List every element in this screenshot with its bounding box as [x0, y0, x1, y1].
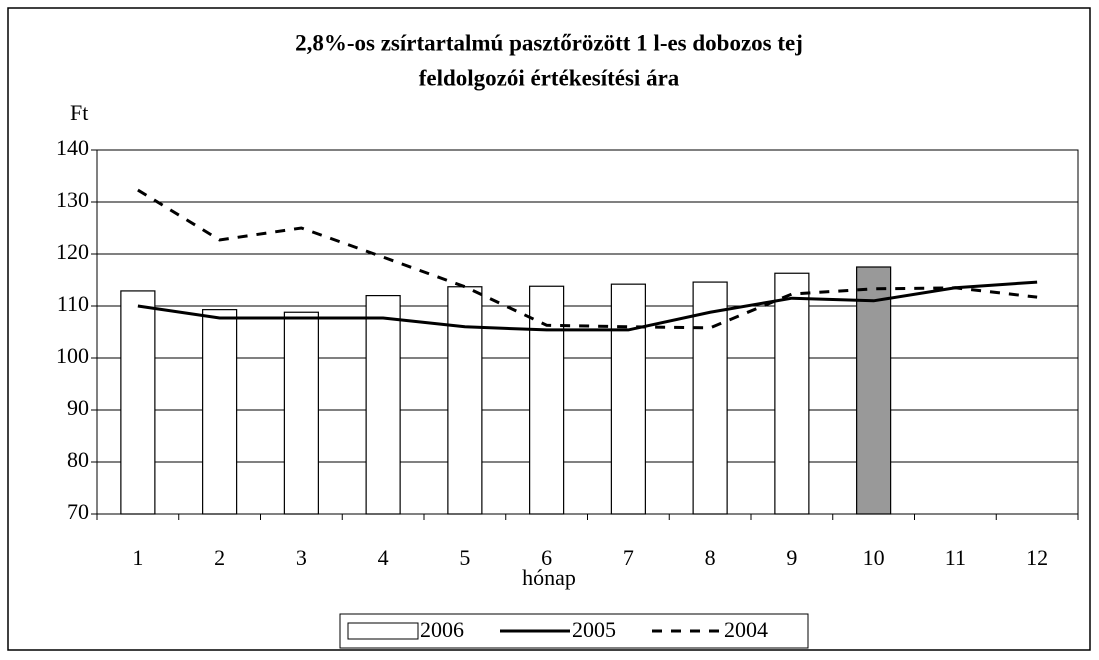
bar	[692, 281, 728, 515]
x-tick-label: 7	[623, 545, 634, 570]
x-tick-label: 12	[1026, 545, 1048, 570]
x-tick-label: 4	[378, 545, 389, 570]
y-tick-label: 120	[56, 239, 89, 264]
y-tick-label: 110	[57, 291, 89, 316]
y-tick-label: 140	[56, 135, 89, 160]
plot-area	[96, 149, 1079, 515]
legend-label: 2005	[572, 617, 616, 642]
chart-title: 2,8%-os zsírtartalmú pasztőrözött 1 l-es…	[295, 30, 803, 55]
bar	[529, 285, 565, 515]
y-tick-label: 70	[67, 499, 89, 524]
x-tick-label: 5	[459, 545, 470, 570]
x-tick-label: 8	[705, 545, 716, 570]
legend-label: 2004	[724, 617, 768, 642]
x-tick-label: 10	[863, 545, 885, 570]
y-tick-label: 100	[56, 343, 89, 368]
line	[137, 280, 1038, 332]
bar	[283, 311, 319, 515]
bar	[120, 290, 156, 515]
line	[137, 188, 1038, 330]
x-tick-label: 9	[786, 545, 797, 570]
y-tick-label: 130	[56, 187, 89, 212]
x-axis-label: hónap	[522, 565, 576, 590]
x-tick-label: 2	[214, 545, 225, 570]
x-tick-label: 3	[296, 545, 307, 570]
legend-label: 2006	[420, 617, 464, 642]
y-tick-label: 80	[67, 447, 89, 472]
x-tick-label: 6	[541, 545, 552, 570]
y-tick-label: 90	[67, 395, 89, 420]
bar	[610, 283, 646, 515]
legend: 2006 2005 2004	[339, 613, 809, 649]
legend-swatch	[347, 622, 419, 640]
bar	[202, 309, 238, 515]
bar	[856, 266, 892, 515]
bar	[774, 272, 810, 515]
x-tick-label: 11	[945, 545, 966, 570]
chart-title: feldolgozói értékesítési ára	[419, 65, 680, 90]
y-axis-label: Ft	[70, 100, 88, 125]
bar	[447, 286, 483, 515]
bar	[365, 295, 401, 515]
x-tick-label: 1	[132, 545, 143, 570]
